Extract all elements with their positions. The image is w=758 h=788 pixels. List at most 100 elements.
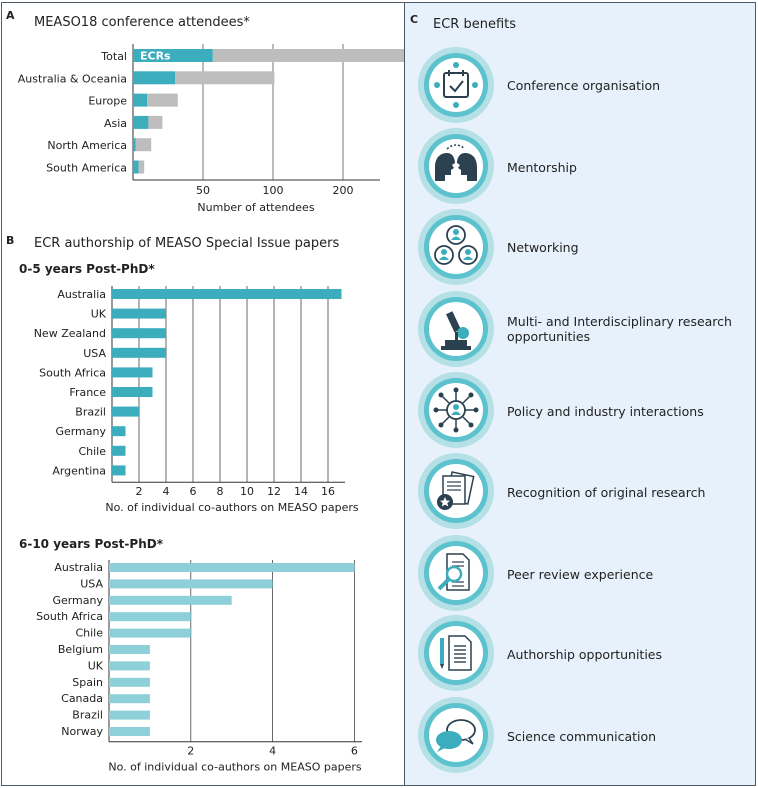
- benefit-circle: [418, 535, 494, 611]
- other-attendees-bar: [148, 115, 163, 129]
- chart-b1-subtitle: 0-5 years Post-PhD*: [19, 262, 155, 276]
- bar: [109, 727, 150, 736]
- benefit-circle: [418, 128, 494, 204]
- ecr-bar: [133, 49, 213, 62]
- benefit-circle: [418, 615, 494, 691]
- benefit-text: Authorship opportunities: [507, 647, 662, 662]
- category-label: New Zealand: [34, 327, 106, 340]
- panel-b-title: ECR authorship of MEASO Special Issue pa…: [34, 236, 340, 251]
- category-label: Asia: [104, 117, 127, 130]
- x-tick-label: 10: [240, 485, 254, 498]
- category-label: Chile: [75, 627, 103, 640]
- x-tick-label: 16: [321, 485, 335, 498]
- benefit-multidisciplinary: Multi- and Interdisciplinary research op…: [418, 291, 753, 369]
- panel-c: C ECR benefits Conference organisation M…: [404, 2, 756, 786]
- category-label: North America: [47, 139, 127, 152]
- category-label: Norway: [61, 725, 103, 738]
- category-label: Australia: [57, 288, 106, 301]
- speech-bubbles-icon: [436, 719, 476, 752]
- benefit-circle: [418, 47, 494, 123]
- network-people-icon: [434, 225, 478, 265]
- benefit-science-communication: Science communication: [418, 697, 753, 775]
- category-label: UK: [91, 308, 107, 321]
- x-axis-label: Number of attendees: [197, 201, 314, 214]
- bar: [109, 645, 150, 654]
- x-tick-label: 6: [351, 745, 358, 758]
- x-tick-label: 12: [267, 485, 281, 498]
- benefit-text: Recognition of original research: [507, 485, 706, 500]
- category-label: Australia & Oceania: [18, 72, 127, 85]
- bar: [109, 677, 150, 687]
- benefit-text: Multi- and Interdisciplinary research op…: [507, 314, 732, 344]
- chart-a: Total Australia & Oceania Europe Asia North …: [18, 44, 404, 214]
- category-label: Brazil: [72, 709, 103, 722]
- category-label: USA: [83, 347, 106, 360]
- mentorship-heads-icon: [435, 144, 477, 181]
- bar: [109, 612, 191, 622]
- panel-c-label: C: [410, 13, 419, 26]
- category-label: Germany: [55, 425, 106, 438]
- bar: [112, 406, 139, 417]
- benefit-circle: [418, 453, 494, 529]
- ecr-bar: [133, 115, 149, 129]
- benefit-circle: [418, 291, 494, 367]
- category-label: Belgium: [58, 643, 103, 656]
- bar: [112, 308, 166, 319]
- x-tick-label: 4: [269, 745, 276, 758]
- benefit-recognition: Recognition of original research: [418, 453, 753, 531]
- category-label: Germany: [52, 594, 103, 607]
- category-label: South Africa: [36, 610, 103, 623]
- category-label: USA: [80, 577, 103, 590]
- bar: [112, 289, 342, 299]
- microscope-icon: [441, 311, 471, 350]
- x-tick-label: 100: [263, 184, 284, 197]
- policy-network-icon: [433, 387, 479, 433]
- panel-a-title: MEASO18 conference attendees*: [34, 15, 250, 30]
- benefit-circle: [418, 697, 494, 773]
- ecr-bar-label: ECRs: [140, 50, 171, 63]
- x-tick-label: 4: [163, 485, 170, 498]
- chart-b2: 2 4 6 Australia USA Germany South Africa Chile B…: [36, 560, 362, 774]
- benefit-peer-review: Peer review experience: [418, 535, 753, 613]
- chart-b2-subtitle: 6-10 years Post-PhD*: [19, 537, 163, 551]
- left-panel: [1, 2, 404, 786]
- x-axis-label: No. of individual co-authors on MEASO pa…: [105, 501, 358, 514]
- x-axis-label: No. of individual co-authors on MEASO pa…: [108, 761, 361, 774]
- ecr-bar: [133, 71, 175, 85]
- benefit-text: Conference organisation: [507, 78, 661, 93]
- benefit-authorship: Authorship opportunities: [418, 615, 753, 693]
- benefit-text: Mentorship: [507, 160, 577, 175]
- other-attendees-bar: [212, 49, 404, 62]
- benefit-conference-organisation: Conference organisation: [418, 47, 753, 125]
- benefit-circle: [418, 372, 494, 448]
- x-tick-label: 6: [190, 485, 197, 498]
- x-tick-label: 8: [217, 485, 224, 498]
- category-label: Canada: [61, 692, 103, 705]
- category-label: Spain: [72, 676, 103, 689]
- x-tick-label: 200: [333, 184, 354, 197]
- benefit-text: Science communication: [507, 729, 657, 744]
- other-attendees-bar: [147, 93, 178, 107]
- other-attendees-bar: [175, 71, 275, 85]
- benefit-policy-industry: Policy and industry interactions: [418, 372, 753, 450]
- benefit-text: Peer review experience: [507, 567, 654, 582]
- panel-c-title: ECR benefits: [433, 17, 517, 32]
- bar: [109, 710, 150, 720]
- x-tick-label: 2: [187, 745, 194, 758]
- panel-b-label: B: [6, 234, 15, 247]
- benefit-mentorship: Mentorship: [418, 128, 753, 206]
- bar: [109, 595, 232, 605]
- chart-b1: 2 4 6 8 10 12 14 16 Australia UK New Zealand USA Sou…: [34, 286, 359, 514]
- calendar-icon: [434, 62, 478, 108]
- category-label: France: [69, 386, 106, 399]
- pencil-document-icon: [440, 635, 472, 671]
- bar: [112, 445, 126, 456]
- category-label: Europe: [88, 95, 127, 108]
- other-attendees-bar: [138, 160, 145, 174]
- bar: [109, 661, 150, 671]
- category-label: Australia: [54, 561, 103, 574]
- bar: [112, 367, 153, 378]
- bar: [112, 347, 166, 358]
- bar: [112, 387, 153, 397]
- award-document-icon: [437, 471, 475, 510]
